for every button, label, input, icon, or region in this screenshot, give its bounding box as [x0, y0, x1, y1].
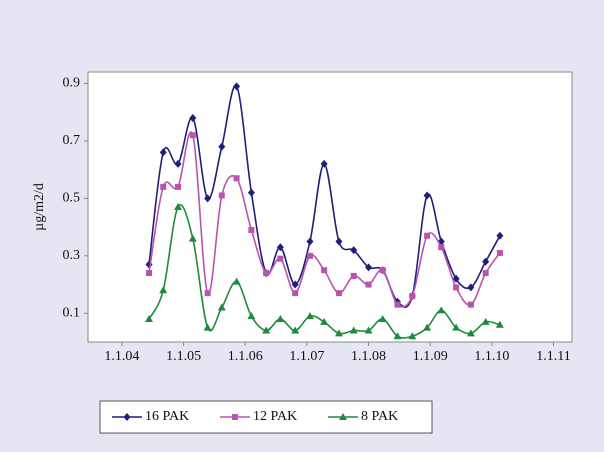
marker [349, 326, 358, 334]
marker [188, 234, 197, 242]
marker [189, 113, 197, 122]
marker [247, 188, 255, 197]
x-tick-label: 1.1.04 [104, 349, 139, 364]
marker [393, 332, 402, 340]
marker [495, 320, 504, 328]
marker [218, 142, 226, 151]
marker [437, 306, 446, 314]
x-tick-label: 1.1.06 [228, 349, 263, 364]
marker [365, 281, 372, 288]
marker [305, 312, 314, 320]
marker [335, 237, 343, 246]
marker [452, 274, 460, 283]
marker [306, 252, 313, 259]
marker [335, 290, 342, 297]
marker [123, 413, 131, 421]
marker [467, 301, 474, 308]
marker [204, 290, 211, 297]
marker [408, 332, 417, 340]
marker [218, 192, 225, 199]
y-tick-label: 0.9 [63, 76, 81, 91]
x-tick-label: 1.1.10 [474, 349, 509, 364]
marker [481, 317, 490, 325]
plot-area [87, 71, 573, 343]
marker [292, 290, 299, 297]
y-tick-label: 0.1 [63, 305, 81, 320]
marker [262, 326, 271, 334]
marker [423, 323, 432, 331]
legend-label: 8 PAK [361, 409, 398, 424]
marker [232, 414, 238, 420]
marker [350, 246, 358, 255]
marker [276, 315, 285, 323]
marker [320, 317, 329, 325]
marker [350, 272, 357, 279]
marker [233, 175, 240, 182]
marker [378, 315, 387, 323]
marker [233, 82, 241, 91]
marker [438, 244, 445, 251]
marker [204, 194, 212, 203]
marker [424, 232, 431, 239]
marker [203, 323, 212, 331]
marker [496, 249, 503, 256]
marker [452, 323, 461, 331]
marker [248, 226, 255, 233]
marker [291, 280, 299, 289]
marker [496, 231, 504, 240]
marker [174, 203, 183, 210]
marker [394, 301, 401, 308]
marker [453, 284, 460, 291]
marker [320, 159, 328, 168]
marker [263, 270, 270, 277]
marker [482, 257, 490, 266]
marker [379, 267, 386, 274]
x-tick-label: 1.1.11 [536, 349, 570, 364]
marker [160, 183, 167, 190]
marker [466, 329, 475, 337]
marker [146, 270, 153, 277]
marker [364, 326, 373, 334]
y-axis-label: µg/m2/d [32, 183, 47, 231]
y-tick-label: 0.5 [63, 191, 81, 206]
legend-label: 12 PAK [253, 409, 297, 424]
marker [145, 315, 154, 323]
marker [291, 326, 300, 334]
x-tick-label: 1.1.05 [166, 349, 201, 364]
marker [159, 286, 168, 294]
marker [467, 283, 475, 292]
marker [482, 270, 489, 277]
marker [159, 148, 167, 157]
marker [277, 255, 284, 262]
series-line [148, 131, 501, 308]
marker [189, 132, 196, 139]
legend-label: 16 PAK [145, 409, 189, 424]
marker [276, 243, 284, 252]
marker [175, 183, 182, 190]
legend [99, 400, 433, 434]
x-tick-label: 1.1.08 [351, 349, 386, 364]
marker [247, 312, 256, 320]
y-tick-label: 0.7 [63, 133, 81, 148]
marker [217, 303, 226, 311]
marker [306, 237, 314, 246]
marker [365, 263, 373, 272]
x-tick-label: 1.1.07 [289, 349, 324, 364]
marker [321, 267, 328, 274]
marker [409, 293, 416, 300]
y-tick-label: 0.3 [63, 248, 81, 263]
marker [174, 159, 182, 168]
marker [339, 413, 347, 420]
x-tick-label: 1.1.09 [413, 349, 448, 364]
marker [232, 277, 241, 285]
marker [334, 329, 343, 337]
marker [423, 191, 431, 200]
